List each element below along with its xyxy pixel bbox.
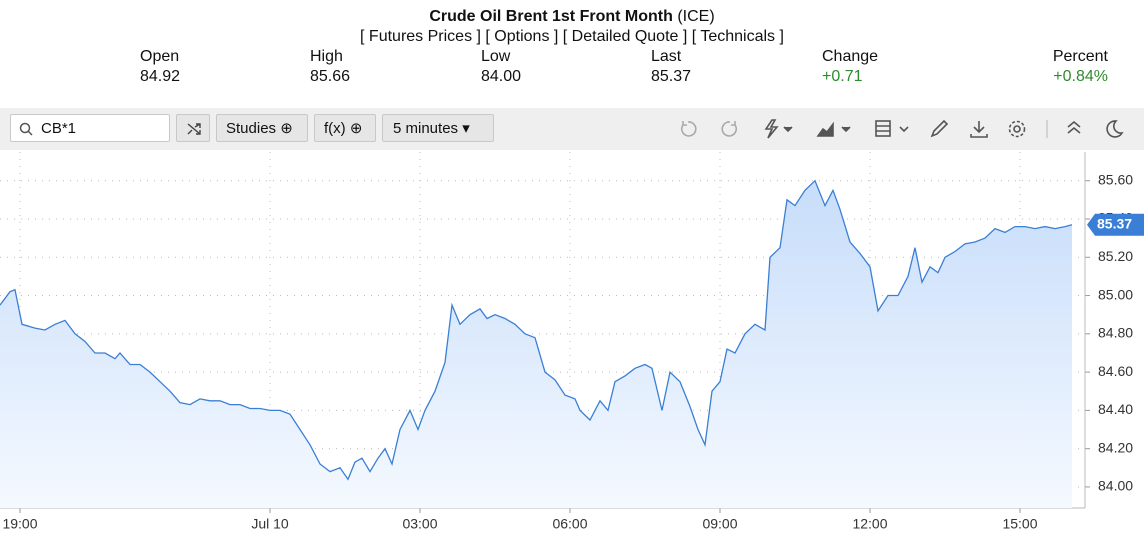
links: [ Futures Prices ] [ Options ] [ Detaile… <box>0 28 1144 46</box>
x-tick-label: 03:00 <box>402 516 437 532</box>
y-tick-label: 85.60 <box>1098 171 1133 187</box>
x-tick-label: 06:00 <box>552 516 587 532</box>
undo[interactable] <box>680 121 697 137</box>
studies-button[interactable]: Studies ⊕ <box>216 114 308 142</box>
function-label: f(x) <box>324 120 346 137</box>
quote-value: 85.66 <box>310 68 351 85</box>
quote-value: 84.00 <box>481 68 522 85</box>
link[interactable]: [ Detailed Quote ] <box>562 28 688 45</box>
quote-value: 84.92 <box>140 68 181 85</box>
link[interactable]: [ Futures Prices ] <box>360 28 481 45</box>
y-tick-label: 85.20 <box>1098 248 1133 264</box>
redo[interactable] <box>721 121 738 137</box>
quote-label: Last <box>651 48 682 65</box>
y-tick-label: 85.00 <box>1098 286 1133 302</box>
quote-label: High <box>310 48 343 65</box>
exchange: (ICE) <box>677 8 715 25</box>
title-line: Crude Oil Brent 1st Front Month (ICE) <box>0 8 1144 26</box>
collapse[interactable] <box>1067 120 1081 134</box>
quote-label: Open <box>140 48 180 65</box>
draw[interactable] <box>930 119 949 138</box>
caret <box>783 126 793 133</box>
quote-label: Change <box>822 48 879 65</box>
link[interactable]: [ Technicals ] <box>691 28 784 45</box>
title: Crude Oil Brent 1st Front Month <box>429 8 673 25</box>
shuffle-button[interactable] <box>176 114 210 142</box>
area <box>0 180 1072 508</box>
price-line <box>0 179 1073 481</box>
quote-label: Low <box>481 48 511 65</box>
interval-button[interactable]: 5 minutes ▾ <box>382 114 494 142</box>
symbol: CB*1 <box>41 120 77 137</box>
layout-lines <box>876 125 909 133</box>
caret <box>841 126 851 133</box>
x-tick-label: 12:00 <box>852 516 887 532</box>
y-tick-label: 84.00 <box>1098 478 1133 494</box>
x-tick-label: 09:00 <box>702 516 737 532</box>
layout[interactable] <box>875 120 891 137</box>
toolbar: CB*1 Studies ⊕ f(x) ⊕ 5 minutes ▾ <box>0 108 1144 150</box>
y-tick-label: 84.60 <box>1098 363 1133 379</box>
flash[interactable] <box>764 119 779 139</box>
quote-value: 85.37 <box>651 68 692 85</box>
price-tag-label: 85.37 <box>1097 215 1132 231</box>
quote-label: Percent <box>1052 48 1108 65</box>
search-box[interactable]: CB*1 <box>10 114 170 142</box>
y-tick-label: 84.20 <box>1098 439 1133 455</box>
download[interactable] <box>970 121 988 138</box>
search-icon <box>19 122 33 136</box>
x-tick-label: 19:00 <box>2 516 37 532</box>
price-tag <box>1087 213 1144 236</box>
y-tick-label: 84.80 <box>1098 325 1133 341</box>
chart: 84.0084.2084.4084.6084.8085.0085.2085.40… <box>0 152 1144 532</box>
studies-label: Studies <box>226 120 277 137</box>
link[interactable]: [ Options ] <box>485 28 559 45</box>
chart-type[interactable] <box>816 121 834 137</box>
settings[interactable] <box>1013 125 1021 133</box>
y-tick-label: 84.40 <box>1098 401 1133 417</box>
function-button[interactable]: f(x) ⊕ <box>314 114 376 142</box>
quote-value: +0.84% <box>1053 68 1108 85</box>
x-tick-label: 15:00 <box>1002 516 1037 532</box>
theme[interactable] <box>1106 120 1124 138</box>
toolbar-icons <box>680 119 1124 139</box>
x-tick-label: Jul 10 <box>251 516 289 532</box>
interval-label: 5 minutes <box>393 120 459 137</box>
shuffle-icon <box>187 123 201 135</box>
quote-value: +0.71 <box>822 68 863 85</box>
